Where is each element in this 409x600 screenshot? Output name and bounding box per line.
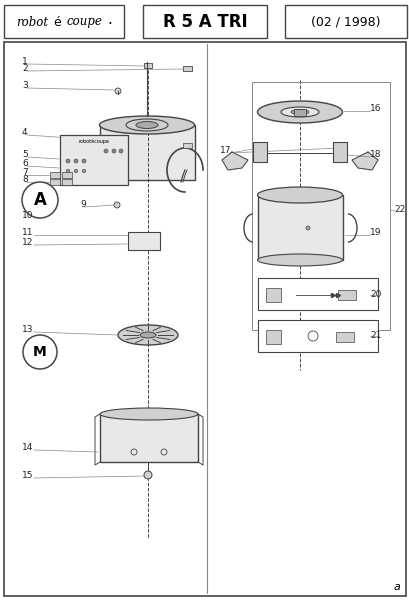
Text: 3: 3 [22, 81, 28, 90]
Text: 6: 6 [22, 159, 28, 168]
Bar [257, 278, 377, 310]
Bar [182, 143, 191, 148]
Circle shape [74, 159, 78, 163]
Circle shape [119, 149, 123, 153]
Bar [265, 330, 280, 344]
Bar [265, 288, 280, 302]
Bar [62, 172, 72, 178]
Bar [284, 5, 406, 38]
Text: 4: 4 [22, 128, 27, 137]
Ellipse shape [126, 119, 168, 131]
Circle shape [305, 226, 309, 230]
Text: 2: 2 [22, 64, 27, 73]
Text: 15: 15 [22, 471, 34, 480]
Text: 20: 20 [369, 290, 380, 299]
Text: 14: 14 [22, 443, 33, 452]
Circle shape [104, 149, 108, 153]
Bar [128, 232, 160, 250]
Text: 11: 11 [22, 228, 34, 237]
Text: a: a [392, 582, 399, 592]
Text: 9: 9 [80, 200, 85, 209]
Circle shape [74, 169, 78, 173]
Bar [337, 290, 355, 300]
Bar [100, 125, 195, 180]
Bar [144, 63, 152, 68]
Text: 16: 16 [369, 104, 380, 113]
Circle shape [82, 159, 86, 163]
Bar [182, 66, 191, 71]
Text: A: A [34, 191, 46, 209]
Ellipse shape [136, 121, 157, 128]
Ellipse shape [280, 107, 318, 117]
Ellipse shape [257, 101, 342, 123]
Ellipse shape [139, 332, 155, 338]
Circle shape [114, 202, 120, 208]
Text: 17: 17 [220, 146, 231, 155]
Text: robotécoupe: robotécoupe [78, 139, 109, 144]
Circle shape [115, 88, 121, 94]
Text: coupe: coupe [66, 16, 102, 28]
Text: R 5 A TRI: R 5 A TRI [162, 13, 247, 31]
Ellipse shape [257, 254, 342, 266]
Text: 5: 5 [22, 150, 28, 159]
Bar [4, 5, 124, 38]
Ellipse shape [100, 408, 198, 420]
Text: 1: 1 [22, 57, 28, 66]
Text: robot: robot [16, 16, 48, 28]
Bar [50, 172, 60, 178]
Text: 10: 10 [22, 211, 34, 220]
Text: (02 / 1998): (02 / 1998) [310, 16, 380, 28]
Circle shape [23, 335, 57, 369]
Polygon shape [221, 152, 247, 170]
Circle shape [22, 182, 58, 218]
Bar [252, 82, 389, 330]
Text: M: M [33, 345, 47, 359]
Bar [257, 320, 377, 352]
Ellipse shape [118, 325, 178, 345]
Circle shape [112, 149, 116, 153]
Text: 21: 21 [369, 331, 380, 340]
Bar [335, 332, 353, 342]
Text: 13: 13 [22, 325, 34, 334]
Text: 7: 7 [22, 168, 28, 177]
Bar [332, 142, 346, 162]
Text: 8: 8 [22, 175, 28, 184]
Bar [50, 179, 60, 185]
Text: 18: 18 [369, 150, 380, 159]
Bar [143, 5, 266, 38]
Bar [252, 142, 266, 162]
Circle shape [66, 159, 70, 163]
Ellipse shape [257, 187, 342, 203]
Bar [100, 414, 198, 462]
Text: 22: 22 [393, 205, 404, 214]
Circle shape [144, 471, 152, 479]
Bar [293, 109, 305, 116]
Polygon shape [351, 152, 377, 170]
Text: é: é [53, 16, 61, 28]
Text: ·: · [107, 16, 112, 31]
Text: 12: 12 [22, 238, 33, 247]
Circle shape [82, 169, 85, 173]
Bar [257, 195, 342, 260]
Circle shape [66, 169, 70, 173]
Bar [62, 179, 72, 185]
Bar [60, 135, 128, 185]
Text: 19: 19 [369, 228, 380, 237]
Ellipse shape [99, 116, 194, 134]
Ellipse shape [290, 109, 308, 115]
